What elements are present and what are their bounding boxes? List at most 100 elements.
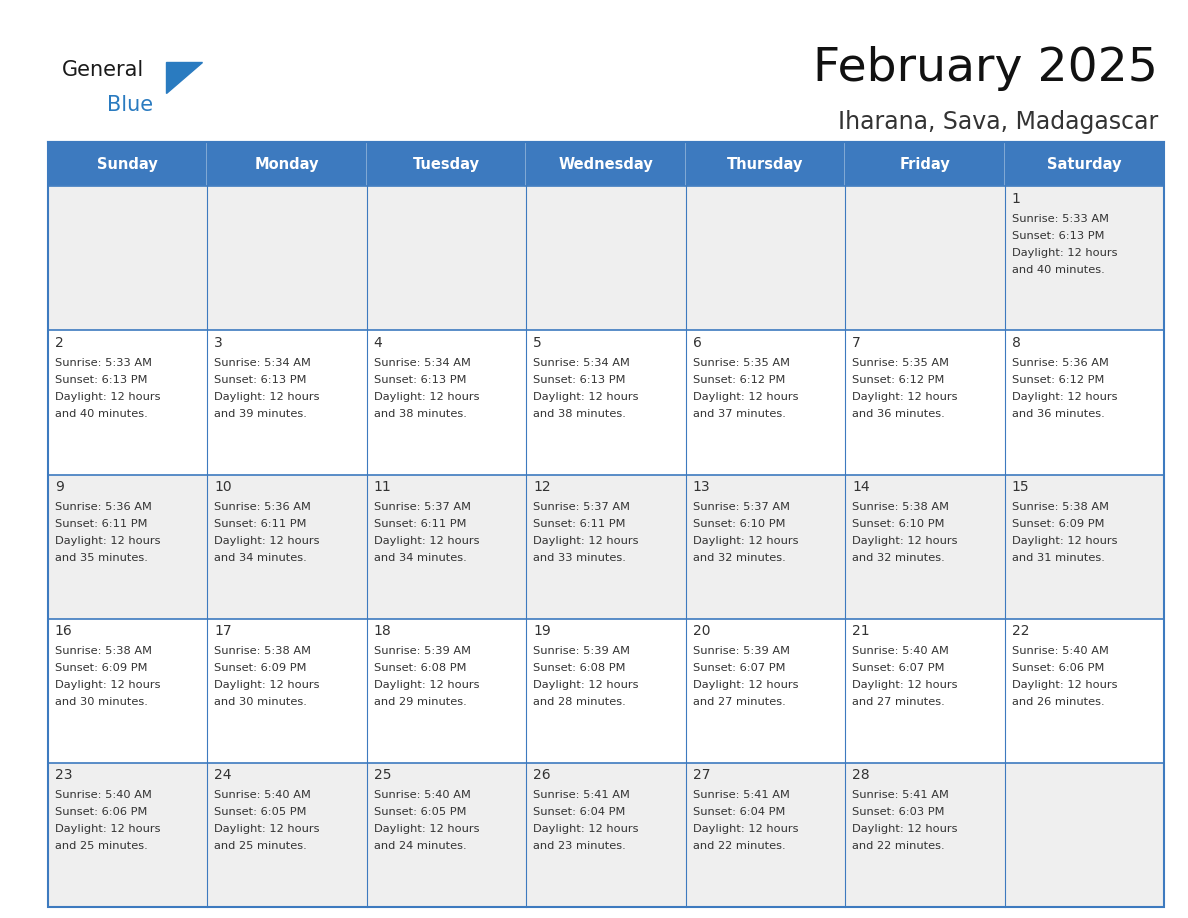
- Text: Sunrise: 5:34 AM: Sunrise: 5:34 AM: [214, 358, 311, 368]
- Text: Sunset: 6:11 PM: Sunset: 6:11 PM: [214, 520, 307, 529]
- Text: Sunrise: 5:40 AM: Sunrise: 5:40 AM: [55, 790, 152, 800]
- Bar: [48, 142, 207, 186]
- Text: and 28 minutes.: and 28 minutes.: [533, 698, 626, 707]
- Text: Sunrise: 5:41 AM: Sunrise: 5:41 AM: [852, 790, 949, 800]
- Text: Sunrise: 5:37 AM: Sunrise: 5:37 AM: [374, 502, 470, 512]
- Bar: [685, 142, 845, 186]
- Bar: [845, 142, 1005, 186]
- Bar: [685, 330, 845, 475]
- Text: 12: 12: [533, 480, 551, 494]
- Text: and 31 minutes.: and 31 minutes.: [1012, 553, 1105, 563]
- Text: Daylight: 12 hours: Daylight: 12 hours: [374, 824, 479, 834]
- Text: Daylight: 12 hours: Daylight: 12 hours: [693, 392, 798, 402]
- Text: 15: 15: [1012, 480, 1030, 494]
- Text: Daylight: 12 hours: Daylight: 12 hours: [1012, 248, 1118, 258]
- Text: 2: 2: [55, 336, 63, 350]
- Text: Daylight: 12 hours: Daylight: 12 hours: [852, 680, 958, 690]
- Text: Sunset: 6:06 PM: Sunset: 6:06 PM: [1012, 663, 1104, 673]
- Text: Sunset: 6:13 PM: Sunset: 6:13 PM: [1012, 230, 1105, 241]
- Text: Daylight: 12 hours: Daylight: 12 hours: [374, 680, 479, 690]
- Text: Daylight: 12 hours: Daylight: 12 hours: [55, 680, 160, 690]
- Text: 14: 14: [852, 480, 870, 494]
- Text: 13: 13: [693, 480, 710, 494]
- Text: Sunrise: 5:41 AM: Sunrise: 5:41 AM: [533, 790, 630, 800]
- Bar: [367, 619, 526, 763]
- Text: Daylight: 12 hours: Daylight: 12 hours: [55, 536, 160, 546]
- Text: Daylight: 12 hours: Daylight: 12 hours: [374, 392, 479, 402]
- Text: Sunset: 6:05 PM: Sunset: 6:05 PM: [374, 808, 466, 817]
- Text: 23: 23: [55, 768, 72, 782]
- Text: Sunset: 6:12 PM: Sunset: 6:12 PM: [693, 375, 785, 385]
- Bar: [845, 330, 1005, 475]
- Text: Daylight: 12 hours: Daylight: 12 hours: [852, 392, 958, 402]
- Bar: [845, 619, 1005, 763]
- Text: Sunrise: 5:38 AM: Sunrise: 5:38 AM: [852, 502, 949, 512]
- Text: Sunrise: 5:41 AM: Sunrise: 5:41 AM: [693, 790, 790, 800]
- Bar: [526, 619, 685, 763]
- Bar: [1005, 475, 1164, 619]
- Text: Sunrise: 5:40 AM: Sunrise: 5:40 AM: [1012, 646, 1108, 656]
- Text: Sunrise: 5:40 AM: Sunrise: 5:40 AM: [214, 790, 311, 800]
- Text: 24: 24: [214, 768, 232, 782]
- Bar: [207, 475, 367, 619]
- Text: Sunset: 6:08 PM: Sunset: 6:08 PM: [374, 663, 466, 673]
- Bar: [526, 142, 685, 186]
- Text: and 22 minutes.: and 22 minutes.: [852, 841, 944, 851]
- Text: 22: 22: [1012, 624, 1029, 638]
- Text: Sunset: 6:09 PM: Sunset: 6:09 PM: [1012, 520, 1105, 529]
- Text: 16: 16: [55, 624, 72, 638]
- Text: and 33 minutes.: and 33 minutes.: [533, 553, 626, 563]
- Text: and 23 minutes.: and 23 minutes.: [533, 841, 626, 851]
- Bar: [685, 763, 845, 907]
- Text: 7: 7: [852, 336, 861, 350]
- Text: Sunrise: 5:36 AM: Sunrise: 5:36 AM: [55, 502, 152, 512]
- Text: Sunset: 6:10 PM: Sunset: 6:10 PM: [852, 520, 944, 529]
- Text: Daylight: 12 hours: Daylight: 12 hours: [1012, 536, 1118, 546]
- Text: and 34 minutes.: and 34 minutes.: [214, 553, 307, 563]
- Text: 25: 25: [374, 768, 391, 782]
- Text: 20: 20: [693, 624, 710, 638]
- Text: 9: 9: [55, 480, 63, 494]
- Text: Sunrise: 5:33 AM: Sunrise: 5:33 AM: [55, 358, 152, 368]
- Polygon shape: [166, 62, 202, 93]
- Text: Daylight: 12 hours: Daylight: 12 hours: [852, 536, 958, 546]
- Text: Sunset: 6:09 PM: Sunset: 6:09 PM: [55, 663, 147, 673]
- Bar: [367, 763, 526, 907]
- Text: Sunset: 6:12 PM: Sunset: 6:12 PM: [1012, 375, 1104, 385]
- Text: Friday: Friday: [899, 157, 950, 172]
- Text: 8: 8: [1012, 336, 1020, 350]
- Text: 28: 28: [852, 768, 870, 782]
- Bar: [1005, 186, 1164, 330]
- Bar: [48, 763, 207, 907]
- Text: Sunrise: 5:34 AM: Sunrise: 5:34 AM: [374, 358, 470, 368]
- Bar: [48, 330, 207, 475]
- Text: Daylight: 12 hours: Daylight: 12 hours: [1012, 680, 1118, 690]
- Text: General: General: [62, 60, 144, 80]
- Bar: [48, 142, 1164, 907]
- Text: and 29 minutes.: and 29 minutes.: [374, 698, 467, 707]
- Text: Sunset: 6:13 PM: Sunset: 6:13 PM: [214, 375, 307, 385]
- Text: and 25 minutes.: and 25 minutes.: [55, 841, 147, 851]
- Text: Sunset: 6:10 PM: Sunset: 6:10 PM: [693, 520, 785, 529]
- Text: 27: 27: [693, 768, 710, 782]
- Text: and 30 minutes.: and 30 minutes.: [214, 698, 307, 707]
- Text: and 27 minutes.: and 27 minutes.: [693, 698, 785, 707]
- Text: Daylight: 12 hours: Daylight: 12 hours: [693, 680, 798, 690]
- Text: Sunset: 6:03 PM: Sunset: 6:03 PM: [852, 808, 944, 817]
- Bar: [207, 763, 367, 907]
- Text: Sunrise: 5:38 AM: Sunrise: 5:38 AM: [1012, 502, 1108, 512]
- Text: Sunday: Sunday: [97, 157, 158, 172]
- Text: Sunset: 6:09 PM: Sunset: 6:09 PM: [214, 663, 307, 673]
- Bar: [1005, 142, 1164, 186]
- Text: 4: 4: [374, 336, 383, 350]
- Text: Monday: Monday: [254, 157, 320, 172]
- Bar: [685, 475, 845, 619]
- Text: Daylight: 12 hours: Daylight: 12 hours: [214, 536, 320, 546]
- Text: 10: 10: [214, 480, 232, 494]
- Text: 11: 11: [374, 480, 392, 494]
- Text: and 40 minutes.: and 40 minutes.: [1012, 264, 1105, 274]
- Bar: [48, 619, 207, 763]
- Text: Sunset: 6:07 PM: Sunset: 6:07 PM: [693, 663, 785, 673]
- Text: Sunset: 6:05 PM: Sunset: 6:05 PM: [214, 808, 307, 817]
- Text: Daylight: 12 hours: Daylight: 12 hours: [533, 824, 639, 834]
